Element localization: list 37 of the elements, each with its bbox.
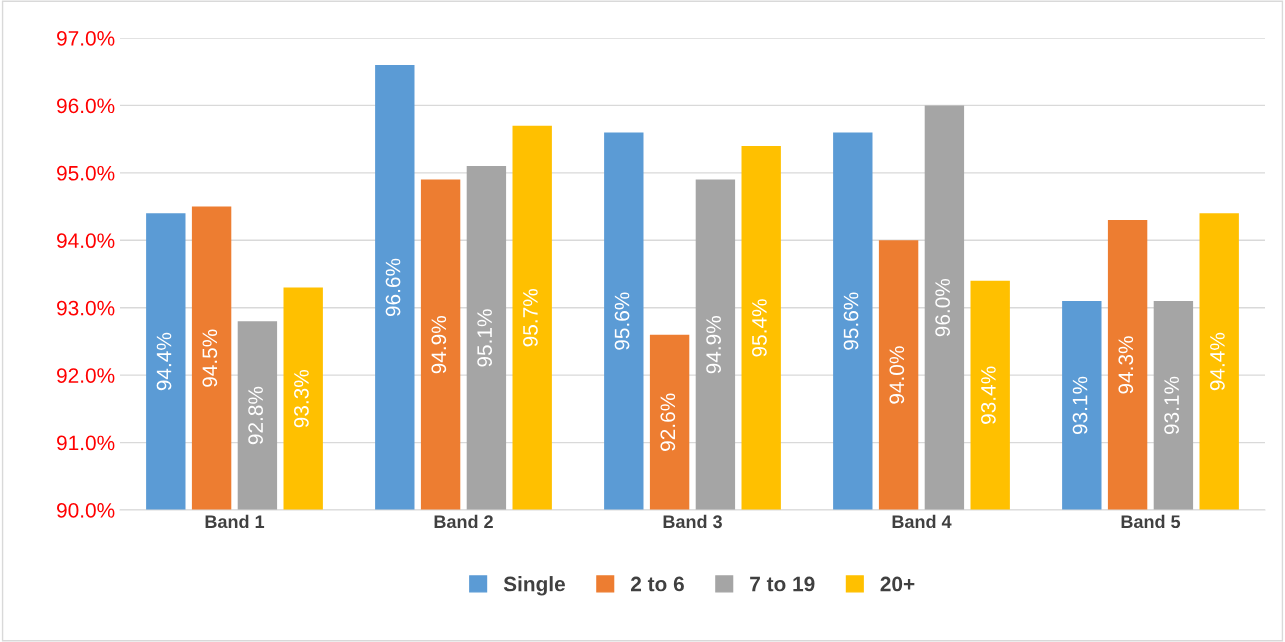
x-tick-label: Band 1	[205, 514, 265, 529]
data-label: 92.6%	[660, 393, 676, 451]
data-label: 93.4%	[981, 366, 996, 424]
legend-label: Single	[503, 576, 565, 596]
data-label: 94.4%	[1210, 332, 1225, 391]
data-label: 96.0%	[935, 278, 950, 337]
x-tick-label: Band 3	[663, 514, 722, 529]
data-label: 94.9%	[706, 316, 721, 374]
y-tick-label: 92.0%	[57, 368, 115, 383]
data-label: 94.3%	[1118, 336, 1134, 394]
y-tick-label: 90.0%	[57, 503, 115, 518]
data-label: 93.1%	[1072, 376, 1088, 435]
data-label: 95.7%	[523, 289, 538, 347]
y-tick-label: 95.0%	[57, 165, 115, 181]
legend-label: 2 to 6	[630, 576, 684, 592]
y-tick-label: 94.0%	[57, 233, 115, 249]
y-tick-label: 91.0%	[57, 435, 115, 451]
x-tick-label: Band 4	[892, 514, 952, 529]
x-tick-label: Band 5	[1121, 514, 1181, 529]
data-label: 95.4%	[752, 299, 767, 357]
y-tick-label: 93.0%	[57, 300, 115, 316]
data-label: 95.6%	[614, 292, 630, 350]
legend-label: 20+	[880, 576, 915, 592]
y-tick-label: 96.0%	[57, 98, 115, 114]
data-label: 94.4%	[156, 332, 172, 391]
data-label: 92.8%	[248, 386, 263, 445]
data-label: 95.6%	[843, 292, 859, 350]
data-label: 93.3%	[294, 369, 309, 428]
legend-label: 7 to 19	[750, 576, 815, 592]
x-tick-label: Band 2	[434, 514, 493, 529]
data-label: 96.6%	[385, 258, 401, 317]
data-label: 93.1%	[1164, 376, 1179, 435]
data-label: 94.0%	[889, 346, 905, 404]
y-tick-label: 97.0%	[57, 31, 115, 46]
data-label: 94.9%	[431, 316, 447, 374]
data-label: 94.5%	[202, 329, 218, 387]
data-label: 95.1%	[477, 309, 492, 367]
